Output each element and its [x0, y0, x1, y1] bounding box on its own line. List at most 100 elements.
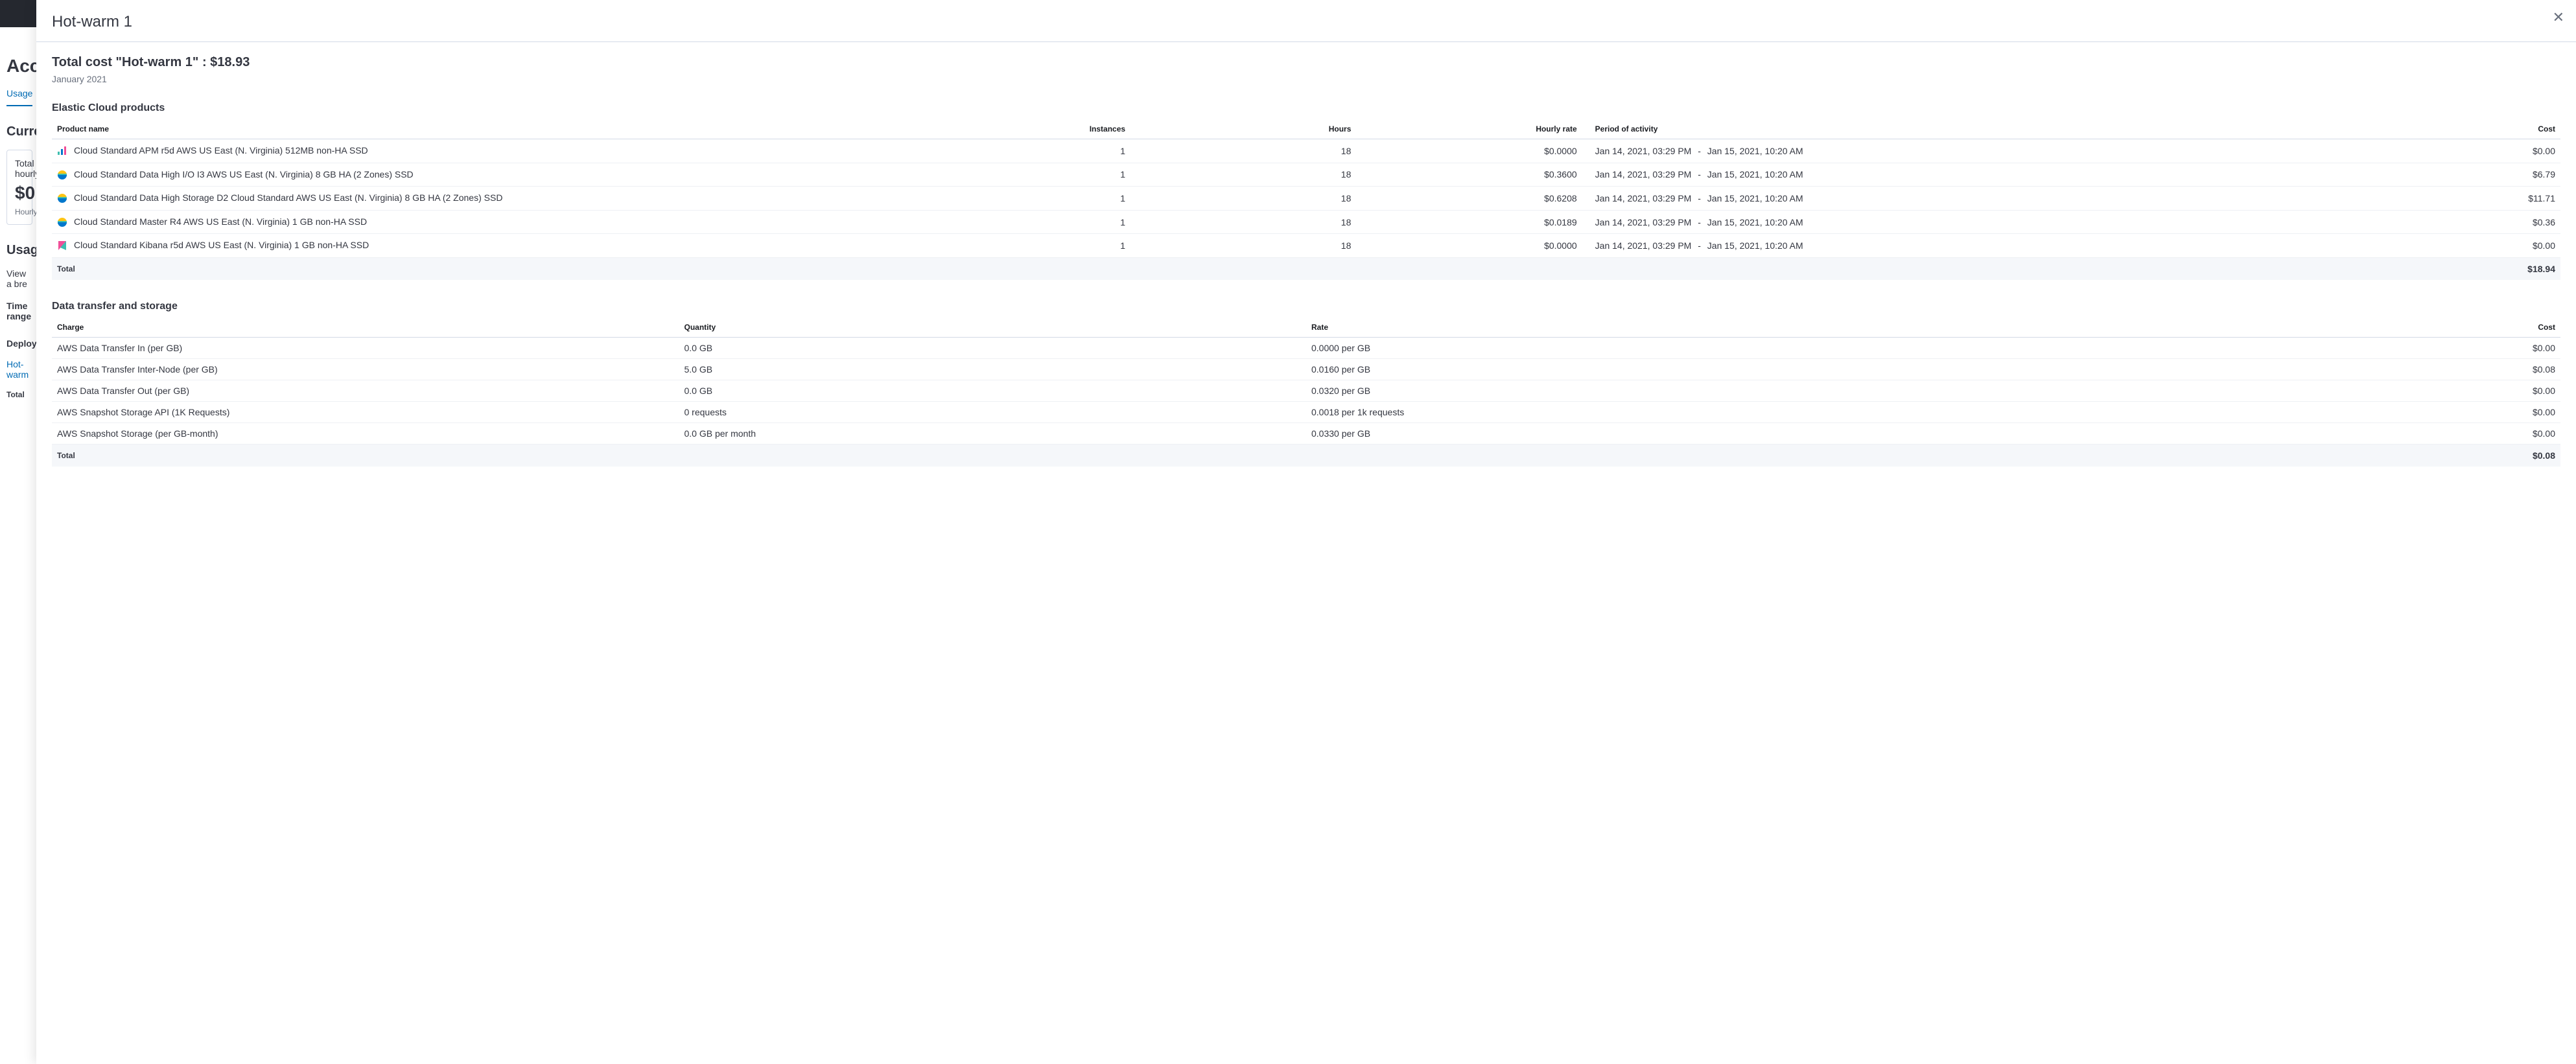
close-button[interactable]: ✕ — [2550, 8, 2567, 27]
product-name: Cloud Standard APM r5d AWS US East (N. V… — [74, 145, 368, 157]
hours-cell: 18 — [1130, 234, 1356, 258]
quantity-cell: 0.0 GB — [679, 337, 1307, 358]
period-from: Jan 14, 2021, 03:29 PM — [1595, 169, 1692, 179]
cost-cell: $11.71 — [2184, 187, 2560, 211]
instances-cell: 1 — [955, 234, 1130, 258]
cost-cell: $0.00 — [2184, 422, 2561, 444]
table-row: AWS Snapshot Storage API (1K Requests) 0… — [52, 401, 2560, 422]
table-row: AWS Data Transfer In (per GB) 0.0 GB 0.0… — [52, 337, 2560, 358]
rate-cell: $0.0189 — [1356, 210, 1582, 234]
rate-cell: 0.0000 per GB — [1306, 337, 2184, 358]
period-cell: Jan 14, 2021, 03:29 PM - Jan 15, 2021, 1… — [1582, 210, 2184, 234]
charge-cell: AWS Snapshot Storage API (1K Requests) — [52, 401, 679, 422]
close-icon: ✕ — [2553, 9, 2564, 25]
storage-section-title: Data transfer and storage — [52, 301, 2560, 312]
card-label: Total hourly — [15, 158, 24, 179]
charge-cell: AWS Data Transfer In (per GB) — [52, 337, 679, 358]
card-amount: $0.9 — [15, 183, 24, 203]
charge-cell: AWS Snapshot Storage (per GB-month) — [52, 422, 679, 444]
product-name: Cloud Standard Data High I/O I3 AWS US E… — [74, 168, 414, 181]
date-separator: - — [1698, 169, 1701, 179]
col-hourly-rate: Hourly rate — [1356, 119, 1582, 139]
current-section-title: Current — [6, 124, 32, 139]
col-storage-cost: Cost — [2184, 318, 2561, 338]
table-row: Cloud Standard Master R4 AWS US East (N.… — [52, 210, 2560, 234]
table-row: Cloud Standard Data High I/O I3 AWS US E… — [52, 163, 2560, 187]
storage-table: Charge Quantity Rate Cost AWS Data Trans… — [52, 318, 2560, 467]
cost-cell: $0.36 — [2184, 210, 2560, 234]
card-sub: Hourly — [15, 207, 24, 216]
bg-deployment-link[interactable]: Hot-warm — [6, 354, 32, 385]
date-separator: - — [1698, 193, 1701, 203]
hours-cell: 18 — [1130, 163, 1356, 187]
kibana-icon — [57, 240, 67, 251]
hours-cell: 18 — [1130, 187, 1356, 211]
background-account-page: Account Usage Current Total hourly $0.9 … — [0, 27, 39, 417]
page-title: Account — [6, 56, 32, 76]
instances-cell: 1 — [955, 163, 1130, 187]
instances-cell: 1 — [955, 210, 1130, 234]
rate-cell: $0.6208 — [1356, 187, 1582, 211]
cost-cell: $0.00 — [2184, 401, 2561, 422]
rate-cell: 0.0018 per 1k requests — [1306, 401, 2184, 422]
period-from: Jan 14, 2021, 03:29 PM — [1595, 240, 1692, 251]
period-to: Jan 15, 2021, 10:20 AM — [1707, 146, 1803, 156]
rate-cell: 0.0320 per GB — [1306, 380, 2184, 401]
period-from: Jan 14, 2021, 03:29 PM — [1595, 193, 1692, 203]
quantity-cell: 0.0 GB — [679, 380, 1307, 401]
cost-cell: $0.00 — [2184, 234, 2560, 258]
product-name-cell: Cloud Standard APM r5d AWS US East (N. V… — [52, 139, 955, 163]
storage-total-cost: $0.08 — [2184, 444, 2561, 467]
date-separator: - — [1698, 146, 1701, 156]
table-row: Cloud Standard Kibana r5d AWS US East (N… — [52, 234, 2560, 258]
time-range-label: Time range — [6, 301, 32, 321]
cost-cell: $0.00 — [2184, 380, 2561, 401]
product-name-cell: Cloud Standard Data High I/O I3 AWS US E… — [52, 163, 955, 187]
usage-section-title: Usage — [6, 243, 32, 258]
product-name: Cloud Standard Data High Storage D2 Clou… — [74, 192, 502, 205]
view-text: View a bre — [6, 268, 32, 289]
period-cell: Jan 14, 2021, 03:29 PM - Jan 15, 2021, 1… — [1582, 234, 2184, 258]
period-cell: Jan 14, 2021, 03:29 PM - Jan 15, 2021, 1… — [1582, 139, 2184, 163]
hours-cell: 18 — [1130, 210, 1356, 234]
flyout-header: Hot-warm 1 ✕ — [36, 0, 2576, 42]
rate-cell: $0.3600 — [1356, 163, 1582, 187]
col-instances: Instances — [955, 119, 1130, 139]
col-cost: Cost — [2184, 119, 2560, 139]
hours-cell: 18 — [1130, 139, 1356, 163]
col-product-name: Product name — [52, 119, 955, 139]
bg-total-label: Total — [6, 385, 32, 404]
tab-usage[interactable]: Usage — [6, 88, 32, 106]
cost-cell: $0.00 — [2184, 139, 2560, 163]
instances-cell: 1 — [955, 139, 1130, 163]
table-row: AWS Data Transfer Inter-Node (per GB) 5.… — [52, 358, 2560, 380]
table-row: Cloud Standard Data High Storage D2 Clou… — [52, 187, 2560, 211]
cost-cell: $0.00 — [2184, 337, 2561, 358]
rate-cell: $0.0000 — [1356, 234, 1582, 258]
flyout-body: Total cost "Hot-warm 1" : $18.93 January… — [36, 42, 2576, 500]
product-name-cell: Cloud Standard Master R4 AWS US East (N.… — [52, 210, 955, 234]
rate-cell: $0.0000 — [1356, 139, 1582, 163]
instances-cell: 1 — [955, 187, 1130, 211]
es-icon — [57, 170, 67, 180]
flyout-title: Hot-warm 1 — [52, 13, 2560, 31]
col-charge: Charge — [52, 318, 679, 338]
apm-icon — [57, 146, 67, 156]
product-name-cell: Cloud Standard Data High Storage D2 Clou… — [52, 187, 955, 211]
products-total-row: Total $18.94 — [52, 257, 2560, 280]
es-icon — [57, 217, 67, 227]
products-table: Product name Instances Hours Hourly rate… — [52, 119, 2560, 280]
products-total-cost: $18.94 — [2184, 257, 2560, 280]
storage-total-row: Total $0.08 — [52, 444, 2560, 467]
table-row: AWS Data Transfer Out (per GB) 0.0 GB 0.… — [52, 380, 2560, 401]
period-cell: Jan 14, 2021, 03:29 PM - Jan 15, 2021, 1… — [1582, 187, 2184, 211]
quantity-cell: 5.0 GB — [679, 358, 1307, 380]
products-section-title: Elastic Cloud products — [52, 102, 2560, 114]
period-to: Jan 15, 2021, 10:20 AM — [1707, 169, 1803, 179]
storage-total-label: Total — [52, 444, 2184, 467]
col-period: Period of activity — [1582, 119, 2184, 139]
period-cell: Jan 14, 2021, 03:29 PM - Jan 15, 2021, 1… — [1582, 163, 2184, 187]
date-separator: - — [1698, 217, 1701, 227]
period-from: Jan 14, 2021, 03:29 PM — [1595, 146, 1692, 156]
product-name: Cloud Standard Master R4 AWS US East (N.… — [74, 216, 367, 229]
